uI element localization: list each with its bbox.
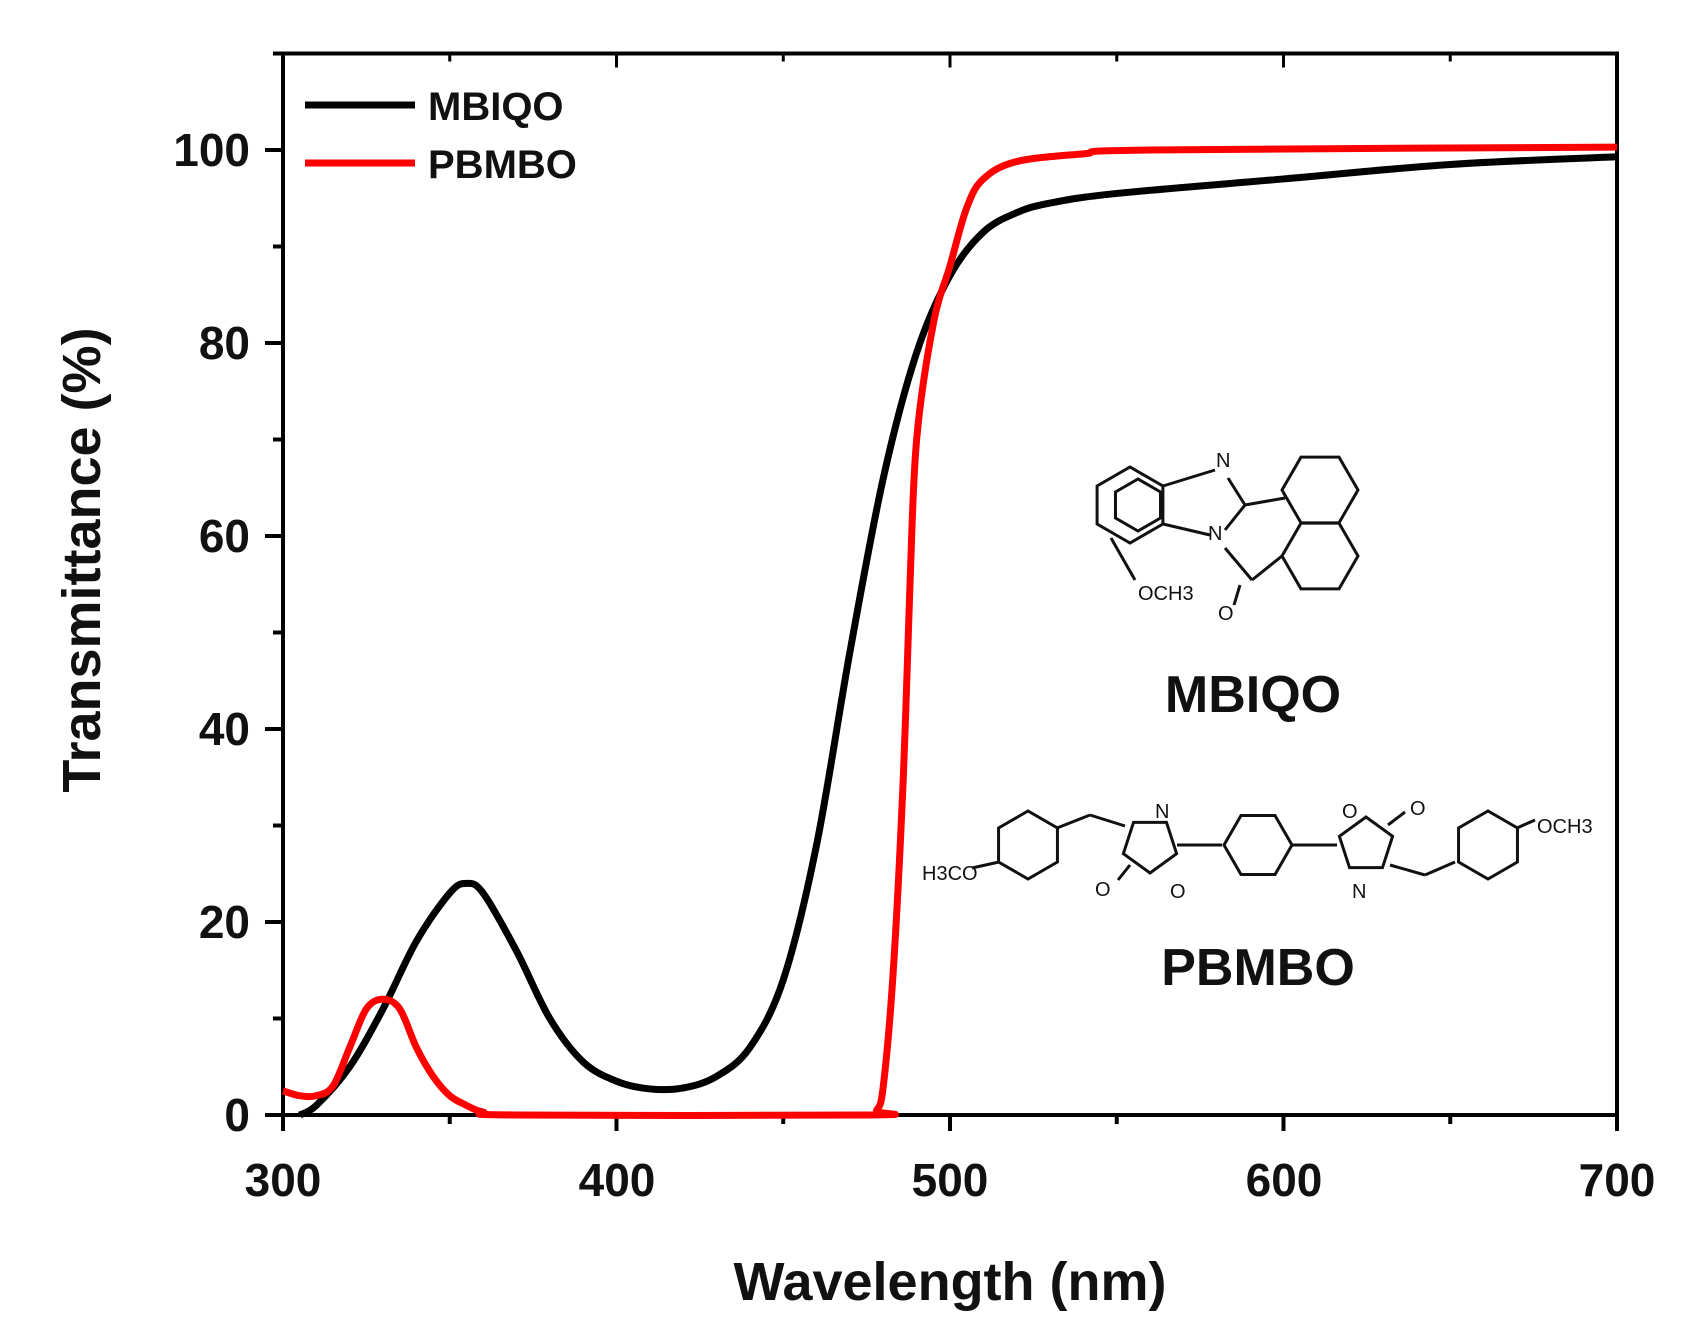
atom-label: H3CO [922,863,978,885]
bond [1232,584,1242,606]
y-axis-title: Transmittance (%) [52,327,112,792]
y-tick-label: 40 [199,703,250,755]
anisole-ring [1457,809,1519,881]
bond [971,860,1000,870]
oxazolone-ring [1121,820,1179,875]
axes [265,51,1619,1131]
bond [1387,810,1406,827]
x-tick-label: 700 [1579,1154,1656,1206]
y-tick-label: 100 [173,124,250,176]
bond [1162,468,1216,488]
legend: MBIQO PBMBO [305,85,577,187]
anisole-ring [997,809,1059,881]
plot-frame [281,51,1619,1117]
atom-label: N [1208,523,1222,545]
atom-label: O [1342,801,1358,823]
y-tick-label: 20 [199,896,250,948]
x-tick-label: 500 [912,1154,989,1206]
pbmbo-structure [971,809,1536,881]
atom-label: O [1410,798,1426,820]
series-line-pbmbo [281,143,1618,1119]
series-group [281,143,1618,1119]
pbmbo-atom-labels: H3CO OCH3 N N O O O O [922,798,1593,903]
atom-label: O [1218,603,1234,625]
mbiqo-atom-labels: N N O OCH3 [1138,450,1234,625]
tick-labels: 300 400 500 600 700 0 20 40 60 80 100 [173,124,1655,1206]
oxazolone-ring [1337,815,1395,870]
bond [1089,813,1126,828]
mbiqo-structure [1095,455,1360,606]
atom-label: OCH3 [1537,816,1593,838]
bond [1162,522,1211,537]
central-benzene-ring [1222,814,1294,876]
naphthalene-ring [1280,455,1360,525]
series-line-mbiqo [297,153,1618,1119]
bond [1424,860,1456,877]
y-tick-label: 0 [224,1089,250,1141]
x-axis-title: Wavelength (nm) [733,1252,1166,1312]
atom-label: O [1095,879,1111,901]
x-tick-label: 300 [245,1154,322,1206]
mbiqo-label: MBIQO [1165,666,1341,724]
bond [1389,863,1426,877]
x-tick-label: 600 [1246,1154,1323,1206]
bond [1226,477,1247,506]
legend-label-pbmbo: PBMBO [428,143,577,187]
y-tick-label: 80 [199,317,250,369]
legend-label-mbiqo: MBIQO [428,85,564,129]
bond [1223,504,1247,531]
bond [1223,547,1254,581]
atom-label: O [1170,881,1186,903]
bond [1244,496,1286,507]
benzene-ring [1095,465,1165,545]
y-tick-label: 60 [199,510,250,562]
atom-label: OCH3 [1138,583,1194,605]
atom-label: N [1352,881,1366,903]
ring-inner [1113,477,1163,533]
pbmbo-label: PBMBO [1161,939,1355,997]
atom-label: N [1155,801,1169,823]
bond [1116,864,1132,881]
x-tick-label: 400 [579,1154,656,1206]
bond [1516,818,1536,830]
naphthalene-ring [1280,521,1360,591]
bond [1056,813,1091,830]
bond [1251,554,1283,582]
atom-label: N [1216,450,1230,472]
bond [1109,537,1137,581]
